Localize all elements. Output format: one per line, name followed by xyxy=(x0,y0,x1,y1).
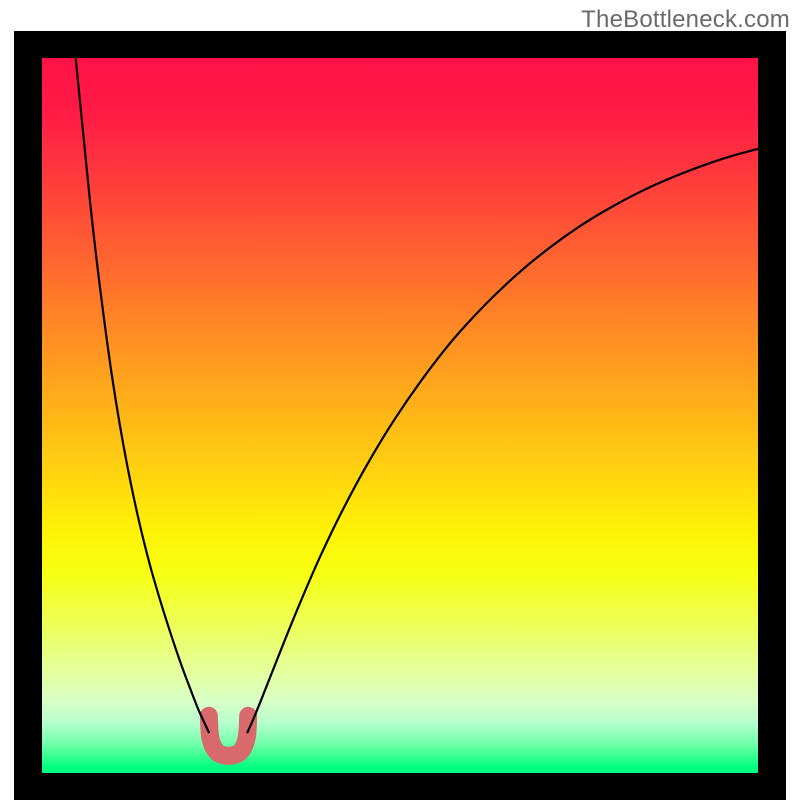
bottleneck-curve xyxy=(42,58,758,773)
curve-right-branch xyxy=(247,149,758,732)
stage: TheBottleneck.com xyxy=(0,0,800,800)
cusp-marker xyxy=(209,716,248,756)
watermark-text: TheBottleneck.com xyxy=(581,6,790,34)
plot-area xyxy=(42,58,758,773)
curve-left-branch xyxy=(76,58,209,732)
